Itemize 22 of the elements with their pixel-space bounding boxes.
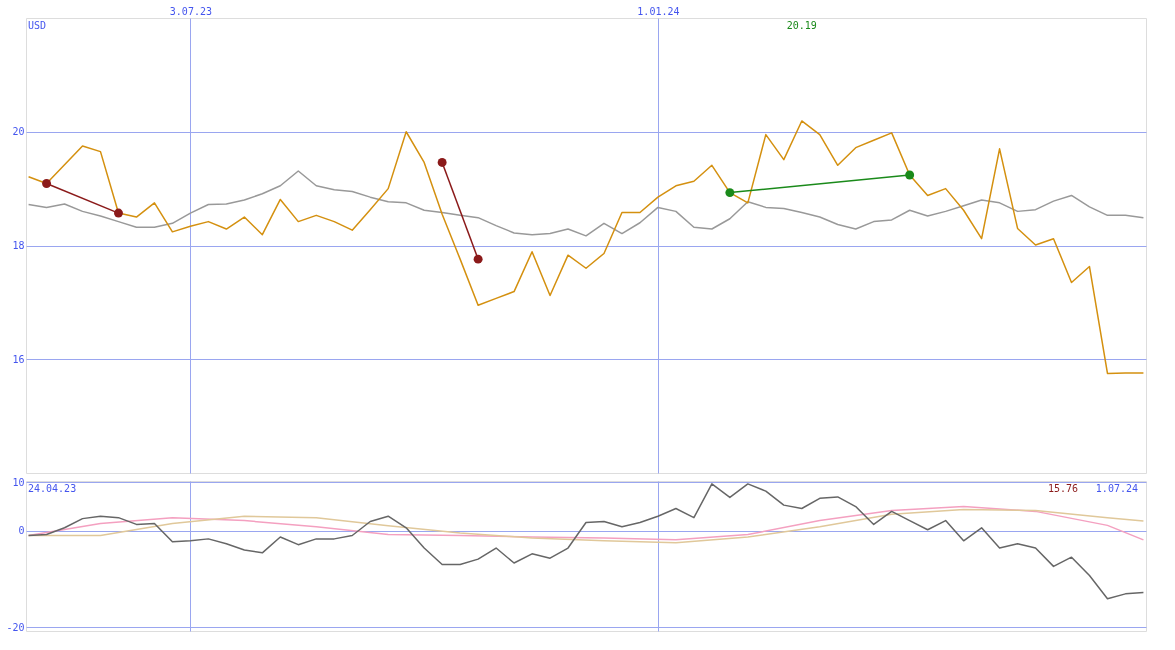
annotation: 20.19 [786,20,817,31]
point [725,188,735,198]
point [437,158,447,167]
y-tick-label: 18 [12,240,25,251]
line-series [27,170,1145,237]
y-tick-label: -20 [6,621,25,633]
y-tick-label: 20 [12,126,25,138]
point [473,254,483,264]
y-tick-label: 16 [12,353,25,365]
line-series [27,120,1145,375]
point [905,170,915,180]
annotation: 15.76 [1047,483,1078,494]
y-tick-label: 0 [18,525,25,537]
annotation: 1.07.24 [1095,483,1138,494]
point [42,179,52,188]
x-tick-label: 1.01.24 [637,5,680,17]
line-series [27,483,1145,600]
point [114,208,123,218]
y-tick-label: 10 [12,476,25,488]
x-tick-label: 3.07.23 [169,5,212,17]
annotation: USD [28,20,47,31]
annotation: 24.04.23 [28,483,77,494]
